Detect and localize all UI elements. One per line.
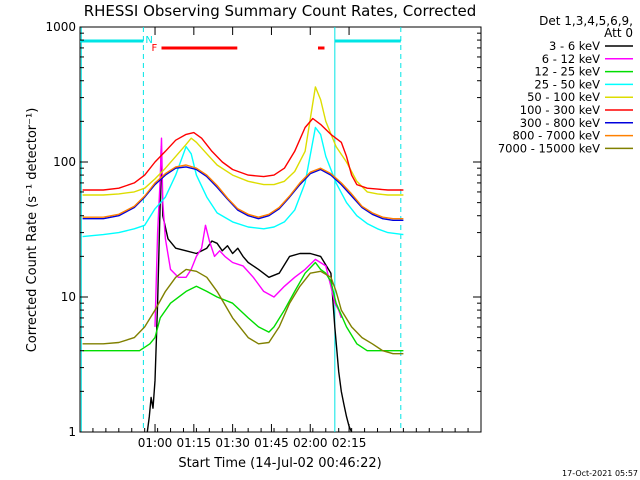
flare-flag-label: F bbox=[151, 43, 157, 54]
y-tick-label-2: 100 bbox=[53, 155, 76, 169]
legend-label-6: 300 - 800 keV bbox=[520, 116, 600, 130]
legend-label-5: 100 - 300 keV bbox=[520, 103, 600, 117]
legend-label-0: 3 - 6 keV bbox=[549, 39, 600, 53]
y-tick-label-1: 10 bbox=[61, 290, 76, 304]
legend-header-line-2: Att 0 bbox=[604, 26, 633, 40]
x-tick-label-0: 01:00 bbox=[138, 436, 173, 450]
series-line-100-300-kev bbox=[82, 117, 404, 191]
x-axis-label: Start Time (14-Jul-02 00:46:22) bbox=[178, 456, 381, 471]
plot-frame bbox=[79, 26, 482, 433]
legend-label-3: 25 - 50 keV bbox=[534, 77, 600, 91]
legend-label-1: 6 - 12 keV bbox=[542, 52, 600, 66]
chart-title: RHESSI Observing Summary Count Rates, Co… bbox=[84, 2, 477, 20]
x-tick-label-3: 01:45 bbox=[254, 436, 289, 450]
legend-label-8: 7000 - 15000 keV bbox=[498, 141, 600, 155]
series-line-300-800-kev bbox=[82, 166, 404, 222]
y-tick-label-3: 1000 bbox=[45, 20, 76, 34]
series-line-25-50-kev bbox=[82, 126, 404, 238]
legend-label-4: 50 - 100 keV bbox=[527, 90, 600, 104]
legend-header-line-1: Det 1,3,4,5,6,9, bbox=[539, 14, 633, 28]
axes-layer: 01:00 01:15 01:30 01:45 02:00 02:15 1 10 100 1000 bbox=[45, 20, 481, 450]
series-line-12-25-kev bbox=[82, 261, 404, 352]
series-line-6-12-kev bbox=[154, 137, 342, 327]
series-layer bbox=[82, 86, 404, 433]
series-line-800-7000-kev bbox=[82, 164, 404, 220]
y-tick-label-0: 1 bbox=[68, 425, 76, 439]
footer-date: 17-Oct-2021 05:57 bbox=[562, 469, 638, 478]
night-flag-label: N bbox=[145, 35, 152, 46]
y-axis-label: Corrected Count Rate (s⁻¹ detector⁻¹) bbox=[25, 108, 40, 353]
legend-label-7: 800 - 7000 keV bbox=[512, 129, 600, 143]
x-tick-label-2: 01:30 bbox=[215, 436, 250, 450]
x-tick-label-5: 02:15 bbox=[332, 436, 367, 450]
legend-label-2: 12 - 25 keV bbox=[534, 65, 600, 79]
series-line-7000-15000-kev bbox=[82, 268, 404, 355]
flag-layer: NF bbox=[80, 27, 402, 432]
x-tick-label-4: 02:00 bbox=[293, 436, 328, 450]
x-tick-label-1: 01:15 bbox=[177, 436, 212, 450]
